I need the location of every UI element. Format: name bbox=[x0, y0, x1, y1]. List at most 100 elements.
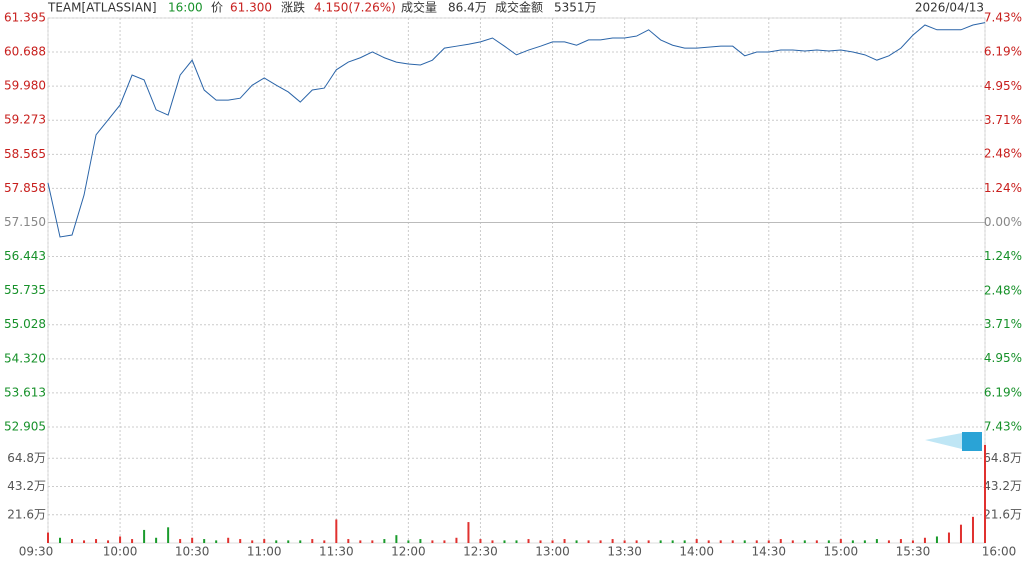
x-tick-label: 12:30 bbox=[463, 545, 498, 559]
amount: 5351万 bbox=[554, 1, 597, 15]
volume-bar bbox=[131, 539, 134, 543]
x-tick-label: 11:30 bbox=[319, 545, 354, 559]
volume-bar bbox=[407, 540, 410, 543]
volume-bar bbox=[191, 537, 194, 543]
volume-bar bbox=[371, 540, 374, 543]
volume-bar bbox=[263, 539, 266, 543]
volume-bar bbox=[47, 532, 49, 543]
volume-bar bbox=[551, 540, 554, 543]
volume-bar bbox=[911, 540, 914, 543]
price: 61.300 bbox=[230, 1, 272, 15]
x-tick-label: 13:30 bbox=[607, 545, 642, 559]
volume-bar bbox=[539, 540, 542, 543]
x-tick-label: 16:00 bbox=[982, 545, 1017, 559]
volume-bar bbox=[695, 539, 698, 543]
x-tick-label: 11:00 bbox=[247, 545, 282, 559]
volume-bar bbox=[359, 540, 362, 543]
volume-bar bbox=[611, 539, 614, 543]
volume-bar bbox=[527, 539, 530, 543]
y2-tick-label: 6.19% bbox=[984, 385, 1022, 399]
volume-label: 成交量 bbox=[401, 0, 437, 15]
volume-bar bbox=[659, 540, 662, 543]
volume-bar bbox=[467, 522, 470, 543]
volume-bar bbox=[803, 540, 806, 543]
volume-bar bbox=[299, 540, 302, 543]
volume-bar bbox=[251, 540, 254, 543]
volume-bar bbox=[275, 540, 278, 543]
volume-bar bbox=[599, 540, 602, 543]
y-tick-label: 54.320 bbox=[4, 351, 46, 365]
volume-bar bbox=[671, 540, 674, 543]
volume-bar bbox=[887, 540, 890, 543]
volume-bar bbox=[731, 540, 734, 543]
volume-bar bbox=[755, 540, 758, 543]
volume-bar bbox=[95, 539, 98, 543]
y-tick-label: 60.688 bbox=[4, 45, 46, 59]
y2-tick-label: 3.71% bbox=[984, 317, 1022, 331]
volume-bar bbox=[935, 536, 938, 543]
y2-tick-label: 6.19% bbox=[984, 45, 1022, 59]
volume-tick-label: 21.6万 bbox=[983, 507, 1022, 521]
volume-bar bbox=[827, 540, 830, 543]
volume-bar bbox=[83, 540, 86, 543]
symbol: TEAM[ATLASSIAN] bbox=[47, 1, 157, 15]
volume-bar bbox=[287, 540, 290, 543]
y2-tick-label: 0.00% bbox=[984, 215, 1022, 229]
volume-bar bbox=[923, 537, 926, 543]
x-tick-label: 13:00 bbox=[535, 545, 570, 559]
volume-bar bbox=[455, 537, 458, 543]
volume-bar bbox=[383, 539, 386, 543]
y-tick-label: 59.273 bbox=[4, 113, 46, 127]
volume-bar bbox=[227, 537, 230, 543]
volume-bar bbox=[791, 540, 794, 543]
y2-tick-label: 3.71% bbox=[984, 113, 1022, 127]
y-tick-label: 55.028 bbox=[4, 317, 46, 331]
change-label: 涨跌 bbox=[281, 0, 305, 15]
volume-bar bbox=[515, 540, 518, 543]
volume-bar bbox=[647, 540, 650, 543]
volume: 86.4万 bbox=[448, 1, 487, 15]
price-line bbox=[47, 22, 986, 238]
volume-bar bbox=[947, 532, 950, 543]
volume-bar bbox=[203, 539, 206, 543]
volume-bar bbox=[563, 539, 566, 543]
flag-icon bbox=[925, 432, 982, 451]
volume-bar bbox=[899, 539, 902, 543]
volume-tick-label: 21.6万 bbox=[7, 507, 46, 521]
y-tick-label: 59.980 bbox=[4, 79, 46, 93]
volume-bar bbox=[719, 540, 722, 543]
x-tick-label: 09:30 bbox=[19, 545, 54, 559]
volume-bar bbox=[335, 519, 338, 543]
volume-bar bbox=[707, 540, 710, 543]
volume-bar bbox=[683, 540, 686, 543]
volume-bar bbox=[984, 444, 986, 543]
volume-tick-label: 64.8万 bbox=[983, 451, 1022, 465]
x-tick-label: 15:00 bbox=[824, 545, 859, 559]
volume-bar bbox=[863, 540, 866, 543]
volume-bar bbox=[875, 539, 878, 543]
x-tick-label: 10:30 bbox=[175, 545, 210, 559]
volume-bar bbox=[323, 540, 326, 543]
y2-tick-label: 7.43% bbox=[984, 420, 1022, 434]
y2-tick-label: 1.24% bbox=[984, 249, 1022, 263]
plot-frame bbox=[47, 17, 986, 544]
volume-bar bbox=[503, 540, 506, 543]
x-tick-label: 12:00 bbox=[391, 545, 426, 559]
price-label: 价 bbox=[211, 1, 223, 15]
volume-bar bbox=[635, 540, 638, 543]
y-tick-label: 53.613 bbox=[4, 385, 46, 399]
y2-tick-label: 4.95% bbox=[984, 351, 1022, 365]
volume-bar bbox=[743, 540, 746, 543]
y-tick-label: 55.735 bbox=[4, 283, 46, 297]
volume-tick-label: 64.8万 bbox=[7, 451, 46, 465]
y-tick-label: 57.150 bbox=[4, 215, 46, 229]
change: 4.150(7.26%) bbox=[314, 1, 396, 15]
volume-bar bbox=[143, 529, 146, 543]
volume-bar bbox=[971, 516, 974, 543]
amount-label: 成交金额 bbox=[495, 0, 543, 15]
volume-bar bbox=[311, 539, 314, 543]
volume-bar bbox=[179, 539, 182, 543]
volume-bar bbox=[959, 524, 962, 543]
volume-bar bbox=[815, 540, 818, 543]
